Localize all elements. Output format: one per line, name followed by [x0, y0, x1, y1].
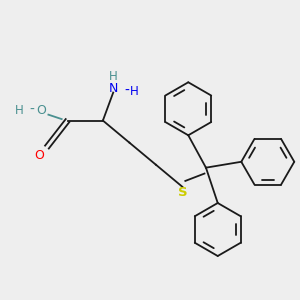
Text: H: H	[130, 85, 139, 98]
Text: H: H	[15, 104, 23, 117]
Text: O: O	[36, 104, 46, 117]
Text: S: S	[178, 186, 187, 199]
Text: -: -	[29, 103, 34, 117]
Text: H: H	[109, 70, 118, 83]
Text: O: O	[34, 149, 43, 162]
Text: -: -	[124, 84, 129, 98]
Text: N: N	[109, 82, 118, 95]
